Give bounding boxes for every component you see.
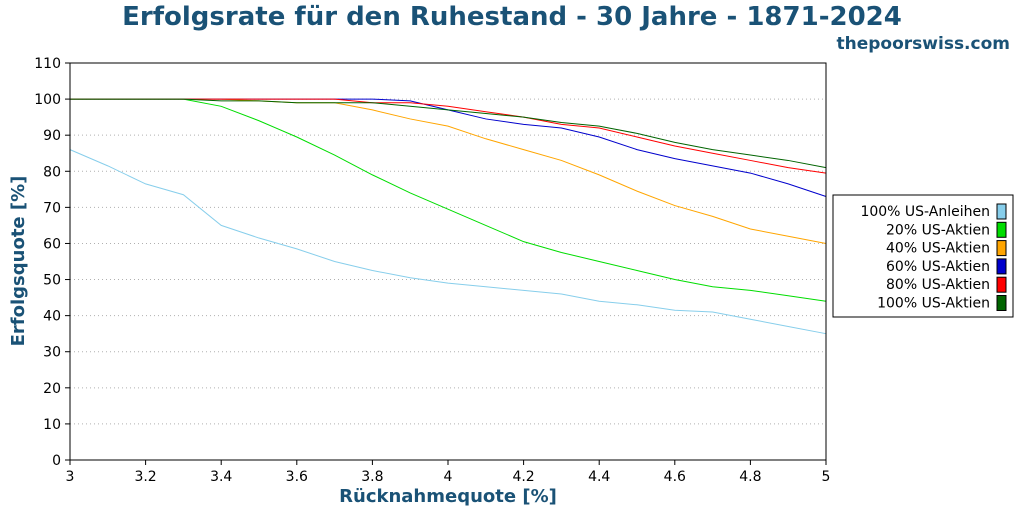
y-tick-label: 90 xyxy=(43,128,61,144)
y-tick-label: 110 xyxy=(34,56,61,72)
y-tick-label: 40 xyxy=(43,309,61,325)
source-label: thepoorswiss.com xyxy=(836,34,1011,54)
y-axis-title: Erfolgsquote [%] xyxy=(8,176,29,347)
plot-frame xyxy=(69,62,827,461)
y-tick-label: 80 xyxy=(43,164,61,180)
series-line xyxy=(70,98,827,174)
y-tick-label: 30 xyxy=(43,345,61,361)
x-tick-label: 4 xyxy=(444,469,453,485)
x-tick-label: 4.6 xyxy=(664,469,686,485)
y-tick-label: 50 xyxy=(43,273,61,289)
y-tick-label: 70 xyxy=(43,200,61,216)
x-tick-label: 3 xyxy=(66,469,75,485)
legend-label: 100% US-Aktien xyxy=(877,296,990,312)
y-tick-label: 60 xyxy=(43,236,61,252)
legend-swatch xyxy=(996,276,1007,293)
legend-label: 100% US-Anleihen xyxy=(860,204,990,220)
x-tick-label: 4.4 xyxy=(588,469,610,485)
grid-lines xyxy=(70,98,826,425)
legend-label: 60% US-Aktien xyxy=(886,259,990,275)
y-tick-label: 10 xyxy=(43,417,61,433)
legend-swatch xyxy=(996,295,1007,311)
x-tick-label: 4.2 xyxy=(512,469,534,485)
y-tick-label: 100 xyxy=(34,92,61,108)
legend-swatch xyxy=(996,203,1007,220)
series-line xyxy=(70,98,827,302)
x-tick-label: 3.2 xyxy=(134,469,156,485)
y-axis: 0 10 20 30 40 50 60 70 80 90 100 110 xyxy=(34,56,70,469)
series-line xyxy=(69,149,827,335)
y-tick-label: 20 xyxy=(43,381,61,397)
x-tick-label: 5 xyxy=(822,469,831,485)
legend-label: 40% US-Aktien xyxy=(886,241,990,257)
legend-swatch xyxy=(996,221,1007,238)
x-tick-label: 3.6 xyxy=(286,469,308,485)
chart-title: Erfolgsrate für den Ruhestand - 30 Jahre… xyxy=(122,2,902,32)
legend-swatch xyxy=(996,258,1007,275)
x-tick-label: 3.4 xyxy=(210,469,232,485)
legend: 100% US-Anleihen 20% US-Aktien 40% US-Akti… xyxy=(832,194,1014,318)
x-tick-label: 3.8 xyxy=(361,469,383,485)
x-axis: 3 3.2 3.4 3.6 3.8 4 4.2 4.4 4.6 4.8 5 xyxy=(66,460,831,485)
legend-label: 20% US-Aktien xyxy=(886,222,990,238)
x-axis-title: Rücknahmequote [%] xyxy=(339,486,557,507)
legend-box xyxy=(832,194,1014,318)
y-tick-label: 0 xyxy=(52,453,61,469)
series-lines xyxy=(69,98,827,335)
series-line xyxy=(70,98,827,244)
legend-swatch xyxy=(996,240,1007,257)
x-tick-label: 4.8 xyxy=(739,469,761,485)
series-line xyxy=(70,98,827,169)
legend-label: 80% US-Aktien xyxy=(886,277,990,293)
series-line xyxy=(70,98,827,198)
